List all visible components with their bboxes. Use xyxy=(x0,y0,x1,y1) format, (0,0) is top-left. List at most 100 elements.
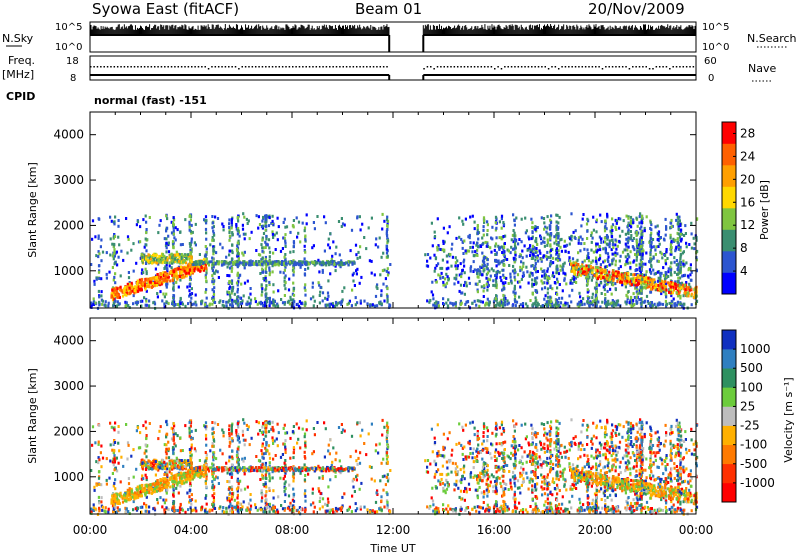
range-cell xyxy=(194,300,197,304)
range-cell xyxy=(469,215,472,219)
range-cell xyxy=(340,259,343,263)
range-cell xyxy=(109,253,112,257)
range-cell xyxy=(534,301,537,305)
range-cell xyxy=(614,259,617,263)
range-cell xyxy=(496,301,499,305)
range-cell xyxy=(453,282,456,286)
range-cell xyxy=(301,221,304,225)
range-cell xyxy=(531,278,534,282)
freq-dot xyxy=(625,66,627,68)
range-cell xyxy=(431,280,434,284)
range-cell xyxy=(273,300,276,304)
range-cell xyxy=(328,246,331,250)
range-cell xyxy=(100,259,103,263)
range-cell xyxy=(500,237,503,241)
range-cell xyxy=(185,257,188,260)
range-cell xyxy=(506,302,509,306)
range-cell xyxy=(380,293,383,297)
range-cell xyxy=(557,226,560,230)
range-cell xyxy=(431,293,435,297)
range-cell xyxy=(97,236,100,240)
range-cell xyxy=(462,252,465,255)
range-cell xyxy=(503,250,506,254)
range-cell xyxy=(199,269,202,273)
range-cell xyxy=(97,289,100,293)
freq-dot xyxy=(645,66,647,68)
range-cell xyxy=(498,303,501,307)
freq-dot xyxy=(689,66,691,68)
range-cell xyxy=(381,269,384,273)
freq-dot xyxy=(234,66,237,68)
range-cell xyxy=(529,254,532,257)
range-cell xyxy=(595,281,598,285)
range-cell xyxy=(426,299,429,303)
range-cell xyxy=(117,255,120,259)
range-cell xyxy=(456,259,459,263)
freq-dot xyxy=(591,66,594,68)
range-cell xyxy=(146,255,149,259)
range-cell xyxy=(254,300,257,304)
freq-dot xyxy=(433,68,435,70)
range-cell xyxy=(282,236,285,240)
freq-dot xyxy=(611,66,614,68)
range-cell xyxy=(644,262,647,266)
range-cell xyxy=(380,302,383,306)
range-cell xyxy=(636,224,639,228)
range-cell xyxy=(261,236,264,240)
range-cell xyxy=(513,223,516,227)
range-cell xyxy=(189,268,192,272)
range-cell xyxy=(544,273,547,277)
range-cell xyxy=(200,260,203,264)
range-cell xyxy=(455,277,458,281)
range-cell xyxy=(605,303,608,307)
range-cell xyxy=(693,242,696,246)
range-cell xyxy=(563,239,566,243)
range-cell xyxy=(640,302,643,306)
range-cell xyxy=(112,235,115,239)
range-cell xyxy=(679,232,682,236)
range-cell xyxy=(203,257,206,261)
range-cell xyxy=(432,303,435,307)
range-cell xyxy=(211,288,214,292)
range-cell xyxy=(665,250,668,254)
range-cell xyxy=(373,273,376,277)
range-cell xyxy=(639,289,643,293)
range-cell xyxy=(482,225,485,229)
range-cell xyxy=(130,284,133,288)
range-cell xyxy=(599,213,602,217)
range-cell xyxy=(187,253,190,257)
range-cell xyxy=(543,297,546,301)
freq-dot xyxy=(143,66,146,68)
range-cell xyxy=(640,285,643,289)
range-cell xyxy=(516,273,520,277)
range-cell xyxy=(580,242,583,246)
range-cell xyxy=(503,263,506,267)
range-cell xyxy=(536,226,539,229)
range-cell xyxy=(100,277,103,281)
range-cell xyxy=(638,266,641,270)
range-cell xyxy=(606,237,609,241)
range-cell xyxy=(230,218,233,222)
range-cell xyxy=(500,214,504,218)
range-cell xyxy=(626,261,629,265)
range-cell xyxy=(571,277,574,281)
range-cell xyxy=(650,228,653,232)
range-cell xyxy=(265,234,268,238)
range-cell xyxy=(500,260,503,264)
range-cell xyxy=(629,277,633,281)
range-cell xyxy=(476,270,479,274)
range-cell xyxy=(161,258,164,262)
range-cell xyxy=(579,303,582,307)
freq-dot xyxy=(217,66,220,68)
range-cell xyxy=(188,264,191,268)
range-cell xyxy=(676,231,679,235)
range-cell xyxy=(689,285,692,289)
range-cell xyxy=(463,292,466,296)
range-cell xyxy=(652,278,655,282)
freq-dot xyxy=(241,66,243,68)
range-cell xyxy=(572,275,575,279)
range-cell xyxy=(502,247,505,251)
range-cell xyxy=(502,259,505,262)
range-cell xyxy=(513,247,516,251)
range-cell xyxy=(268,216,271,219)
